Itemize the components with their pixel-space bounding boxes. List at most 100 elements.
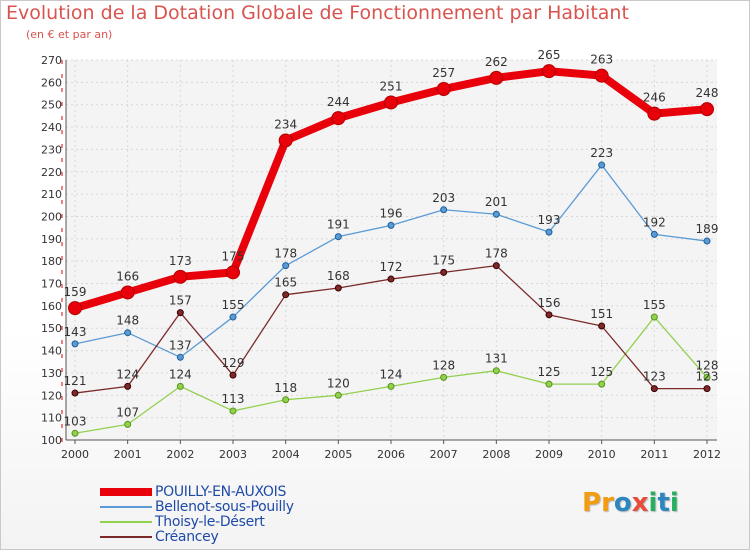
- data-label-thoisy-le-d-sert: 125: [538, 365, 561, 379]
- y-tick-label: 170: [41, 278, 62, 291]
- logo-letter: r: [601, 488, 614, 518]
- logo-letter: o: [613, 488, 632, 518]
- data-point-thoisy-le-d-sert: [124, 420, 132, 428]
- data-label-pouilly-en-auxois: 244: [327, 95, 350, 109]
- data-label-cr-ancey: 123: [643, 370, 666, 384]
- y-tick-label: 260: [41, 76, 62, 89]
- data-point-thoisy-le-d-sert: [598, 380, 606, 388]
- data-label-bellenot-sous-pouilly: 191: [327, 218, 350, 232]
- data-point-bellenot-sous-pouilly: [650, 230, 658, 238]
- data-label-thoisy-le-d-sert: 103: [64, 414, 87, 428]
- data-point-pouilly-en-auxois: [647, 106, 662, 121]
- data-point-bellenot-sous-pouilly: [124, 329, 132, 337]
- data-label-thoisy-le-d-sert: 155: [643, 298, 666, 312]
- logo-letter: x: [631, 488, 649, 518]
- x-tick-label: 2006: [377, 448, 405, 461]
- data-label-bellenot-sous-pouilly: 148: [116, 314, 139, 328]
- chart-subtitle: (en € et par an): [26, 28, 113, 41]
- logo-letter: i: [648, 488, 658, 518]
- data-label-bellenot-sous-pouilly: 201: [485, 195, 508, 209]
- data-label-thoisy-le-d-sert: 118: [274, 381, 297, 395]
- data-point-thoisy-le-d-sert: [440, 373, 448, 381]
- data-label-thoisy-le-d-sert: 107: [116, 405, 139, 419]
- y-tick-label: 140: [41, 345, 62, 358]
- x-tick-label: 2010: [588, 448, 616, 461]
- data-point-cr-ancey: [387, 275, 395, 283]
- data-point-cr-ancey: [703, 385, 711, 393]
- data-point-pouilly-en-auxois: [489, 70, 504, 85]
- data-point-bellenot-sous-pouilly: [598, 161, 606, 169]
- data-label-thoisy-le-d-sert: 113: [222, 392, 245, 406]
- y-tick-label: 150: [41, 322, 62, 335]
- y-tick-label: 190: [41, 233, 62, 246]
- data-label-bellenot-sous-pouilly: 155: [222, 298, 245, 312]
- data-point-pouilly-en-auxois: [542, 64, 556, 79]
- data-label-thoisy-le-d-sert: 120: [327, 376, 350, 390]
- y-tick-label: 100: [41, 434, 62, 447]
- data-label-pouilly-en-auxois: 234: [274, 117, 297, 131]
- x-tick-label: 2012: [693, 448, 721, 461]
- data-point-thoisy-le-d-sert: [282, 396, 290, 404]
- data-point-cr-ancey: [229, 371, 237, 379]
- data-label-pouilly-en-auxois: 265: [538, 48, 561, 62]
- data-point-bellenot-sous-pouilly: [282, 262, 290, 270]
- legend-label: POUILLY-EN-AUXOIS: [155, 484, 287, 500]
- y-tick-label: 160: [41, 300, 62, 313]
- data-point-cr-ancey: [176, 309, 184, 317]
- data-point-bellenot-sous-pouilly: [492, 210, 500, 218]
- y-tick-label: 210: [41, 188, 62, 201]
- y-tick-label: 200: [41, 210, 62, 223]
- x-tick-label: 2007: [430, 448, 458, 461]
- data-point-pouilly-en-auxois: [120, 285, 135, 300]
- y-tick-label: 230: [41, 143, 62, 156]
- data-label-pouilly-en-auxois: 246: [643, 91, 666, 105]
- data-label-bellenot-sous-pouilly: 193: [538, 213, 561, 227]
- data-label-thoisy-le-d-sert: 131: [485, 352, 508, 366]
- data-point-thoisy-le-d-sert: [492, 367, 500, 375]
- data-point-cr-ancey: [440, 268, 448, 276]
- data-point-pouilly-en-auxois: [436, 82, 451, 97]
- data-label-pouilly-en-auxois: 251: [380, 79, 403, 93]
- logo-letter: i: [669, 488, 679, 518]
- data-label-pouilly-en-auxois: 263: [590, 53, 613, 67]
- data-point-pouilly-en-auxois: [594, 68, 609, 83]
- data-point-pouilly-en-auxois: [226, 265, 240, 280]
- x-tick-label: 2009: [535, 448, 563, 461]
- data-point-cr-ancey: [545, 311, 553, 319]
- data-label-bellenot-sous-pouilly: 178: [274, 247, 297, 261]
- data-label-bellenot-sous-pouilly: 143: [64, 325, 87, 339]
- x-tick-label: 2005: [324, 448, 352, 461]
- y-tick-label: 250: [41, 99, 62, 112]
- x-tick-label: 2000: [61, 448, 89, 461]
- data-point-cr-ancey: [71, 389, 79, 397]
- data-point-bellenot-sous-pouilly: [229, 313, 237, 321]
- legend-swatch: [100, 521, 152, 523]
- data-point-cr-ancey: [282, 291, 290, 299]
- legend-swatch: [100, 488, 152, 496]
- proxiti-logo: Proxiti: [582, 488, 679, 518]
- x-tick-label: 2001: [114, 448, 142, 461]
- data-point-cr-ancey: [124, 382, 132, 390]
- data-point-pouilly-en-auxois: [700, 102, 714, 117]
- data-label-pouilly-en-auxois: 159: [64, 285, 87, 299]
- y-tick-label: 240: [41, 121, 62, 134]
- data-point-bellenot-sous-pouilly: [176, 353, 184, 361]
- data-label-cr-ancey: 165: [274, 276, 297, 290]
- data-point-bellenot-sous-pouilly: [703, 237, 711, 245]
- x-tick-label: 2003: [219, 448, 247, 461]
- y-tick-label: 110: [41, 412, 62, 425]
- data-label-thoisy-le-d-sert: 128: [432, 358, 455, 372]
- data-point-cr-ancey: [650, 385, 658, 393]
- data-label-cr-ancey: 178: [485, 247, 508, 261]
- data-point-cr-ancey: [598, 322, 606, 330]
- y-tick-label: 180: [41, 255, 62, 268]
- data-label-cr-ancey: 121: [64, 374, 87, 388]
- legend-swatch: [100, 506, 152, 508]
- data-label-bellenot-sous-pouilly: 203: [432, 191, 455, 205]
- legend-label: Bellenot-sous-Pouilly: [155, 499, 294, 515]
- data-label-thoisy-le-d-sert: 124: [169, 367, 192, 381]
- data-label-pouilly-en-auxois: 248: [696, 86, 719, 100]
- data-label-bellenot-sous-pouilly: 192: [643, 215, 666, 229]
- data-label-bellenot-sous-pouilly: 223: [590, 146, 613, 160]
